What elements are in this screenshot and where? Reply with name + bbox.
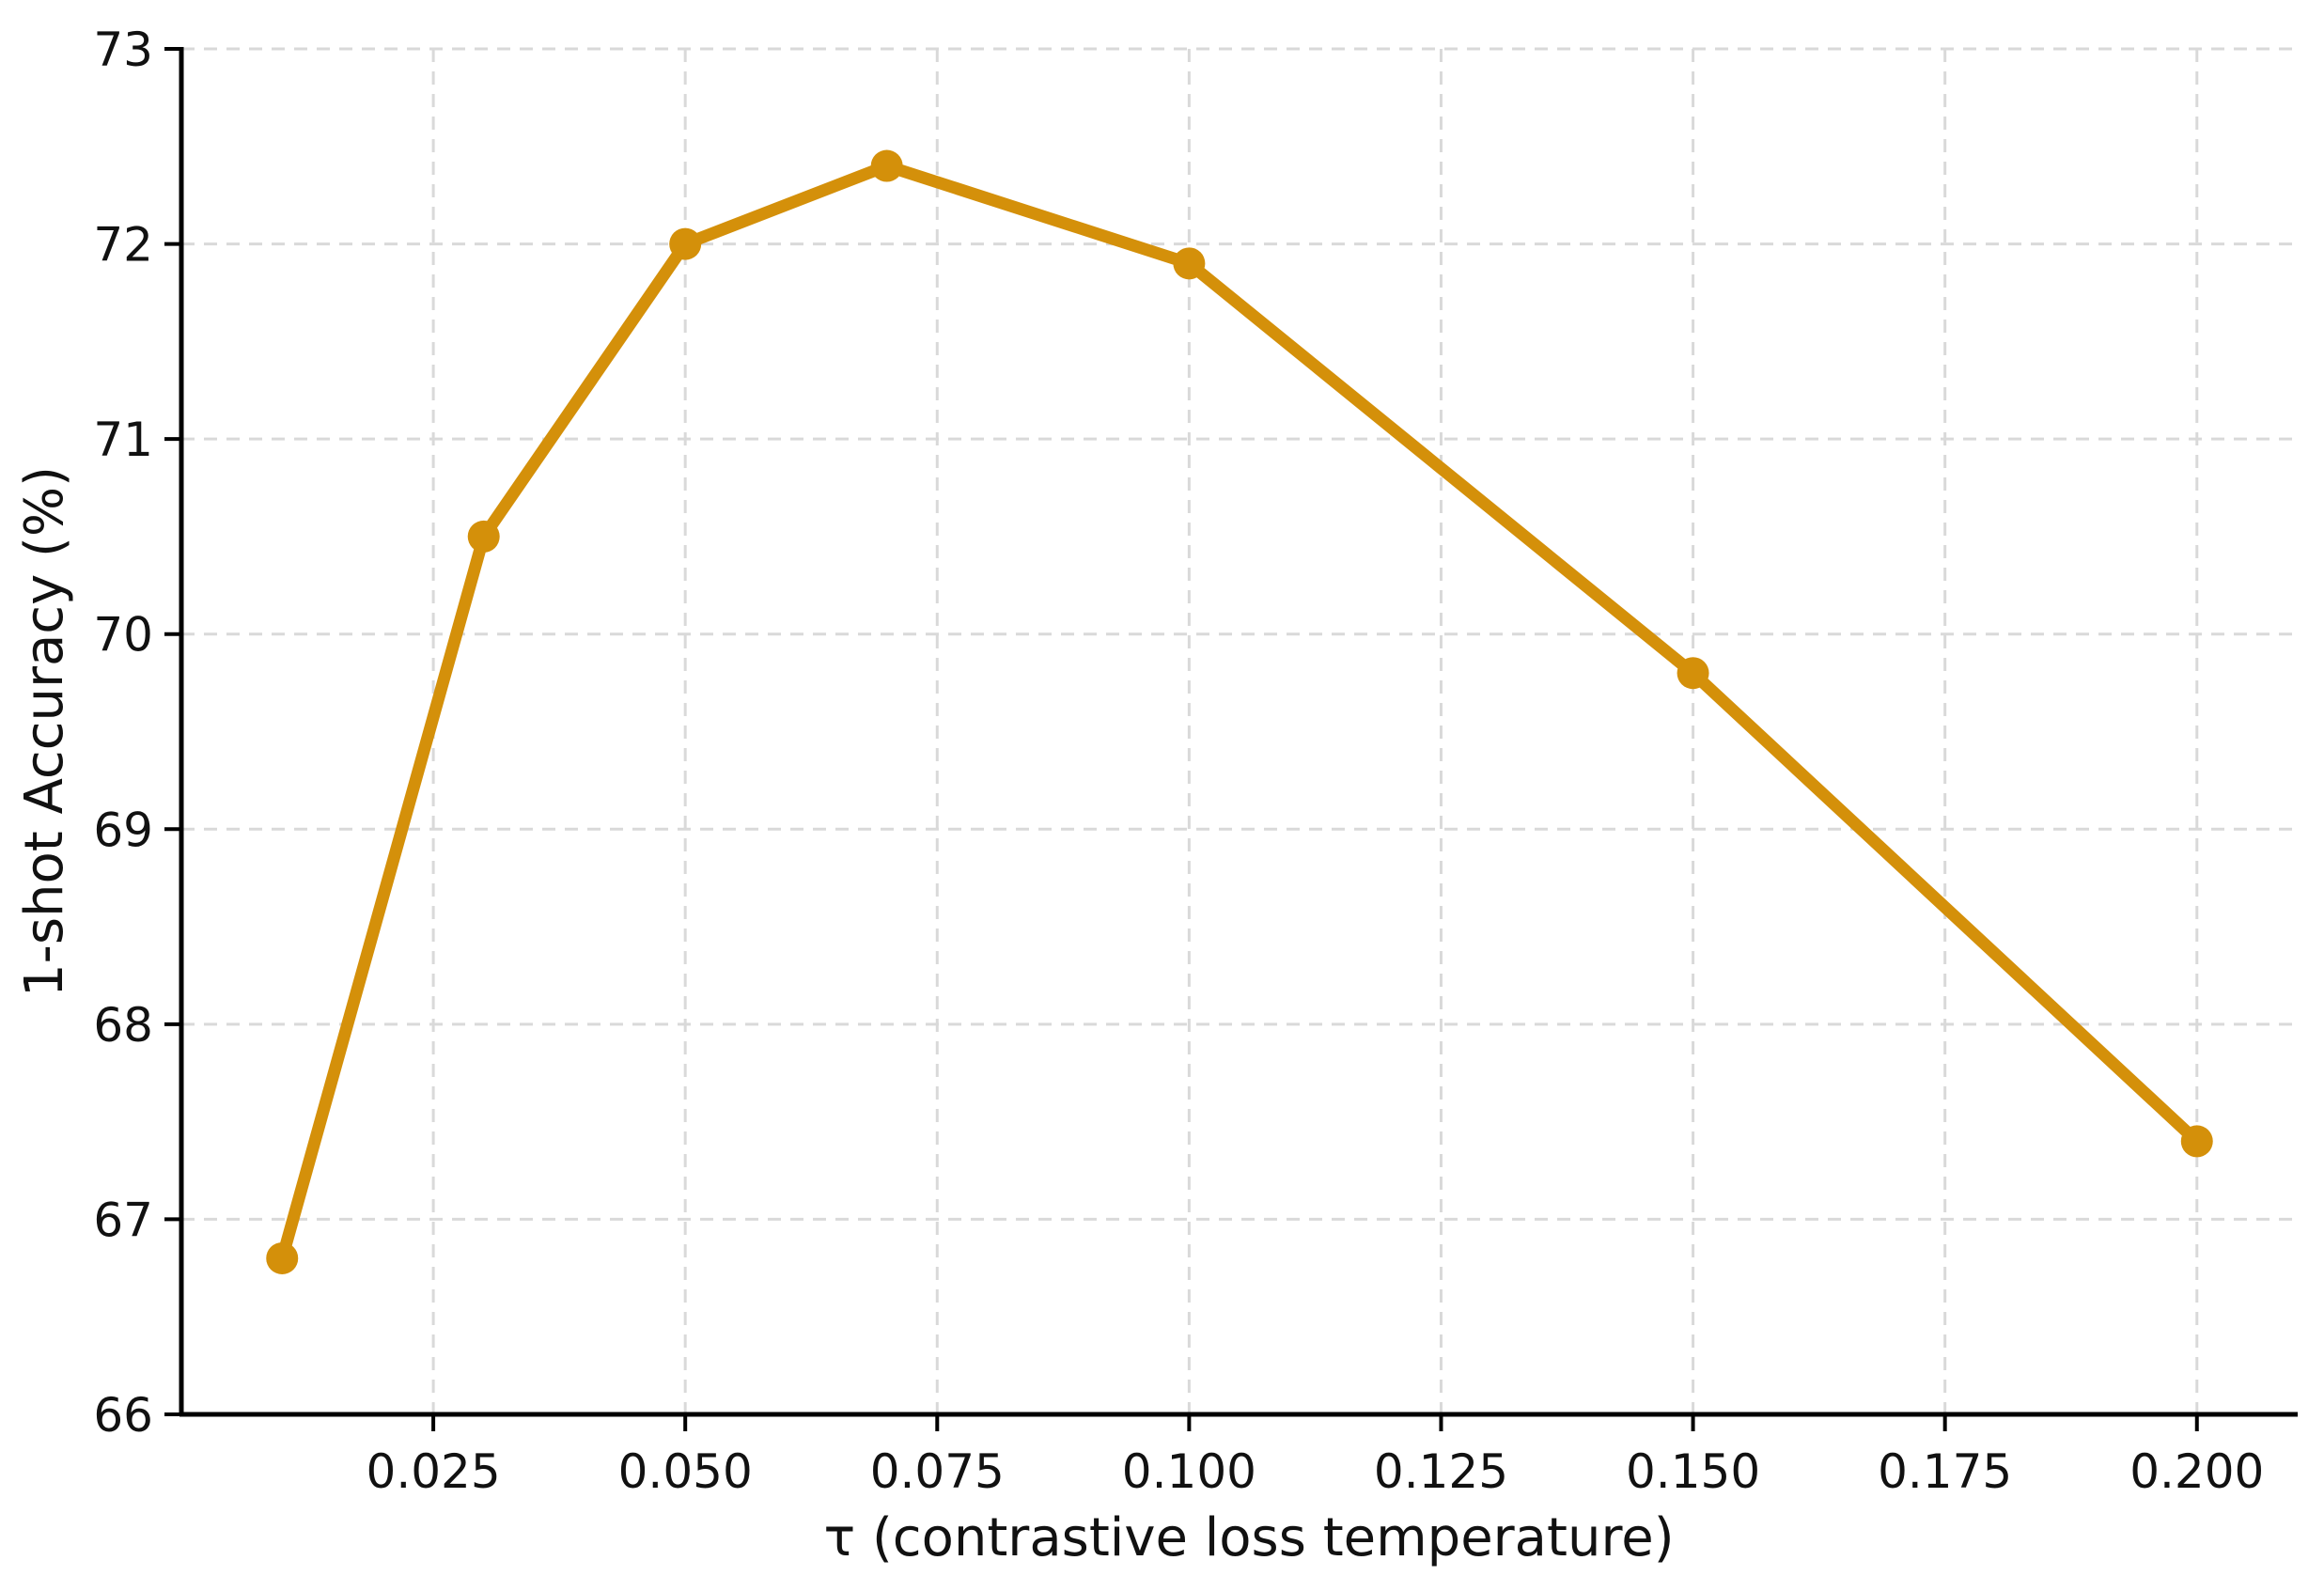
y-tick-label: 73 [93, 23, 153, 77]
x-tick-label: 0.050 [618, 1444, 753, 1499]
x-tick-label: 0.100 [1122, 1444, 1256, 1499]
y-axis-title: 1-shot Accuracy (%) [14, 466, 75, 997]
data-point [870, 149, 903, 182]
ticks: 0.025 0.050 0.075 0.100 0.125 0.150 0.175 0.200… [93, 23, 2264, 1499]
y-tick-label: 71 [93, 413, 153, 467]
data-point [266, 1241, 299, 1274]
y-tick-label: 67 [93, 1193, 153, 1247]
y-tick-label: 66 [93, 1388, 153, 1443]
series-layer [266, 149, 2213, 1274]
x-tick-label: 0.075 [870, 1444, 1005, 1499]
x-tick-label: 0.200 [2129, 1444, 2264, 1499]
y-tick-label: 69 [93, 803, 153, 857]
data-point [1677, 657, 1709, 690]
grid-lines [181, 47, 2298, 1414]
data-point [467, 520, 500, 553]
x-tick-label: 0.175 [1878, 1444, 2012, 1499]
data-point [669, 227, 702, 260]
y-tick-label: 72 [93, 218, 153, 273]
y-tick-label: 68 [93, 998, 153, 1053]
x-tick-label: 0.125 [1374, 1444, 1508, 1499]
data-point [2180, 1125, 2213, 1158]
y-tick-label: 70 [93, 608, 153, 663]
x-axis-title: τ (contrastive loss temperature) [823, 1507, 1674, 1568]
x-tick-label: 0.025 [367, 1444, 501, 1499]
data-point [1173, 247, 1206, 280]
x-tick-label: 0.150 [1626, 1444, 1760, 1499]
